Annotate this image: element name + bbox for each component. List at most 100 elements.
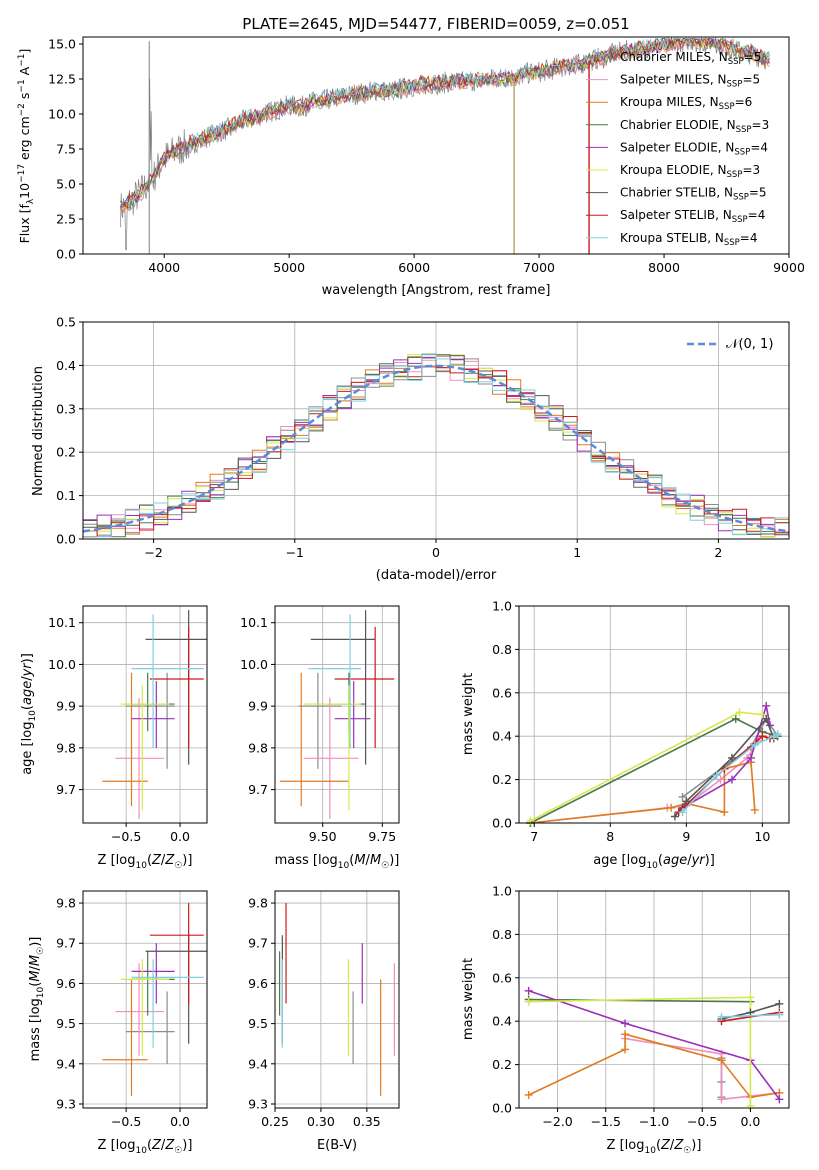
weight-vs-age-y-axis-label: mass weight	[461, 673, 476, 755]
x-tick-label: 10	[754, 829, 770, 844]
x-tick-label: 1	[573, 545, 581, 560]
normal-distribution-curve	[82, 364, 790, 533]
spectrum-axes-frame	[82, 36, 790, 255]
y-tick-label: 10.0	[48, 657, 76, 672]
y-tick-label: 9.5	[248, 1016, 268, 1031]
y-tick-label: 9.6	[56, 976, 76, 991]
y-tick-label: 0.0	[56, 532, 76, 547]
x-tick-label: 9.50	[309, 829, 337, 844]
x-tick-label: 0.0	[170, 829, 190, 844]
mass-weight-marker	[667, 803, 676, 812]
age-vs-mass-axes-frame	[274, 605, 400, 824]
y-tick-label: 9.6	[248, 976, 268, 991]
weight-vs-age-panel: 7 8 9 10 0.0 0.2 0.4 0.6 0.8 1.0 age [log10(age/y…	[461, 599, 790, 871]
mass-vs-Z-errorbars	[102, 903, 207, 1096]
mass-vs-ebv-ticks: 0.25 0.30 0.35 9.3 9.4 9.5 9.6 9.7 9.8	[248, 896, 381, 1129]
x-tick-label: 8	[606, 829, 614, 844]
age-vs-mass-x-axis-label: mass [log10(M/M☉)]	[275, 853, 400, 871]
x-tick-label: 0	[432, 545, 440, 560]
mass-weight-line	[528, 990, 781, 1100]
weight-vs-Z-y-axis-label: mass weight	[461, 958, 476, 1040]
y-tick-label: 0.6	[492, 685, 512, 700]
x-tick-label: 9.75	[368, 829, 396, 844]
x-tick-label: 2	[714, 545, 722, 560]
age-vs-Z-panel: −0.5 0.0 9.7 9.8 9.9 10.0 10.1 Z [log10(Z/Z☉)]…	[20, 605, 208, 871]
x-tick-label: 6000	[398, 260, 430, 275]
y-tick-label: 12.5	[48, 72, 76, 87]
x-tick-label: 5000	[273, 260, 305, 275]
y-tick-label: 1.0	[492, 599, 512, 614]
mass-vs-Z-ticks: −0.5 0.0 9.3 9.4 9.5 9.6 9.7 9.8	[56, 896, 190, 1129]
y-tick-label: 9.4	[248, 1056, 268, 1071]
y-tick-label: 9.9	[56, 699, 76, 714]
mass-weight-marker	[621, 1019, 630, 1028]
x-tick-label: −0.5	[111, 1114, 141, 1129]
mass-weight-marker	[720, 808, 729, 817]
mass-weight-marker	[717, 1056, 726, 1065]
mass-weight-marker	[727, 753, 736, 762]
y-tick-label: 9.7	[56, 936, 76, 951]
weight-vs-Z-panel: −2.0 −1.5 −1.0 −0.5 0.0 0.0 0.2 0.4 0.6 0.8 1.0 Z …	[461, 884, 790, 1156]
y-tick-label: 0.2	[56, 445, 76, 460]
y-tick-label: 2.5	[56, 212, 76, 227]
mass-weight-marker	[678, 792, 687, 801]
spectrum-title: PLATE=2645, MJD=54477, FIBERID=0059, z=0…	[242, 15, 629, 33]
residual-histogram-step	[83, 354, 789, 538]
mass-vs-ebv-panel: 0.25 0.30 0.35 9.3 9.4 9.5 9.6 9.7 9.8 E(B-V)	[248, 890, 400, 1153]
age-vs-Z-grid	[83, 606, 207, 823]
mass-vs-Z-grid	[83, 891, 207, 1108]
x-tick-label: 0.0	[170, 1114, 190, 1129]
mass-vs-Z-axes-frame	[82, 890, 208, 1109]
age-vs-mass-grid	[275, 606, 399, 823]
weight-vs-age-x-axis-label: age [log10(age/yr)]	[593, 853, 715, 871]
y-tick-label: 9.4	[56, 1056, 76, 1071]
y-tick-label: 0.1	[56, 488, 76, 503]
mass-weight-marker	[621, 1045, 630, 1054]
mass-weight-line	[528, 998, 751, 1003]
mass-vs-Z-y-axis-label: mass [log10(M/M☉)]	[28, 937, 46, 1062]
age-vs-Z-x-axis-label: Z [log10(Z/Z☉)]	[98, 853, 193, 871]
y-tick-label: 9.7	[56, 782, 76, 797]
x-tick-label: 0.30	[307, 1114, 335, 1129]
y-tick-label: 15.0	[48, 37, 76, 52]
mass-weight-marker	[727, 775, 736, 784]
mass-vs-ebv-axes-frame	[274, 890, 400, 1109]
x-tick-label: −2.0	[542, 1114, 572, 1129]
mass-weight-marker	[758, 710, 767, 719]
legend-entry-label: Salpeter MILES, NSSP=5	[620, 73, 760, 90]
y-tick-label: 10.1	[240, 615, 268, 630]
mass-weight-line	[721, 1011, 780, 1022]
spectrum-x-axis-label: wavelength [Angstrom, rest frame]	[322, 283, 551, 298]
y-tick-label: 1.0	[492, 884, 512, 899]
mass-weight-marker	[524, 997, 533, 1006]
residual-x-axis-label: (data-model)/error	[376, 568, 497, 583]
residual-histogram-step	[83, 366, 789, 538]
legend-entry-label: Chabrier MILES, NSSP=5	[620, 50, 761, 67]
y-tick-label: 0.6	[492, 970, 512, 985]
x-tick-label: −1.5	[591, 1114, 621, 1129]
age-vs-mass-errorbars	[279, 610, 395, 819]
residual-ticks: −2 −1 0 1 2 0.0 0.1 0.2 0.3 0.4 0.5	[56, 315, 722, 561]
weight-vs-age-grid	[519, 605, 789, 824]
model-spectrum-line	[120, 37, 770, 207]
y-tick-label: 0.5	[56, 315, 76, 330]
x-tick-label: −1	[286, 545, 304, 560]
age-vs-Z-y-axis-label: age [log10(age/yr)]	[20, 653, 38, 775]
age-vs-Z-errorbars	[102, 610, 207, 819]
y-tick-label: 9.3	[248, 1096, 268, 1111]
mass-vs-Z-panel: −0.5 0.0 9.3 9.4 9.5 9.6 9.7 9.8 Z [log10(Z/Z☉)…	[28, 890, 208, 1156]
legend-entry-label: Chabrier STELIB, NSSP=5	[620, 186, 767, 203]
mass-weight-marker	[773, 730, 782, 739]
mass-vs-ebv-x-axis-label: E(B-V)	[317, 1138, 357, 1153]
y-tick-label: 10.1	[48, 615, 76, 630]
age-vs-Z-axes-frame	[82, 605, 208, 824]
y-tick-label: 9.7	[248, 782, 268, 797]
spectrum-y-axis-label: Flux [fλ10−17 erg cm−2 s−1 A−1]	[17, 49, 36, 244]
y-tick-label: 0.2	[492, 772, 512, 787]
x-tick-label: 9000	[773, 260, 805, 275]
residual-histogram-step	[83, 357, 789, 538]
x-tick-label: 0.25	[261, 1114, 289, 1129]
mass-weight-marker	[712, 771, 721, 780]
mass-weight-marker	[762, 701, 771, 710]
